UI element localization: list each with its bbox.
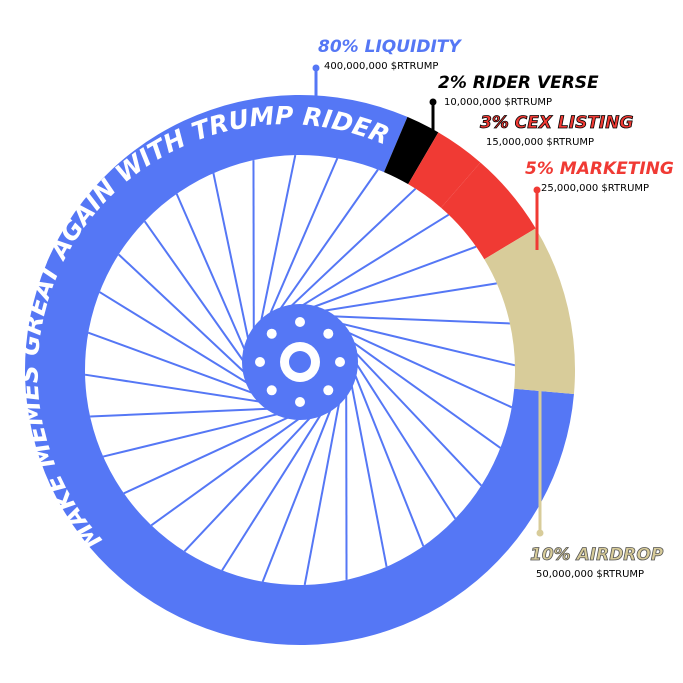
spoke [263,157,339,328]
callout-title: 10% AIRDROP [530,545,664,565]
spoke [102,410,291,458]
callout-title: 3% CEX LISTING [480,113,633,133]
spoke [183,407,320,553]
tire-slogan: MAKE MEMES GREAT AGAIN WITH TRUMP RIDER … [0,0,393,555]
spoke [303,389,343,586]
spoke [348,351,457,520]
callout-percent: 3% [480,113,509,133]
spoke [348,371,388,567]
leader-dot [536,529,544,537]
callout-amount: 15,000,000 $RTRUMP [486,137,594,148]
hub-hole [335,357,345,367]
callout-amount: 400,000,000 $RTRUMP [324,61,438,72]
callout-name: AIRDROP [575,545,664,565]
spoke [221,403,329,571]
tire-segment [441,162,536,260]
spoke [123,411,301,495]
callout-percent: 2% [438,73,467,93]
spoke [150,410,311,527]
spoke [143,220,252,373]
spoke [257,154,297,335]
spoke [299,245,477,313]
spoke [117,253,255,382]
leader-dot [312,64,320,72]
spoke [87,331,265,399]
callout-name: RIDER VERSE [473,73,599,93]
spoke [212,173,252,353]
hub-hole [295,317,305,327]
callout-amount: 10,000,000 $RTRUMP [444,97,552,108]
tire-segment [484,228,575,394]
spoke [345,342,483,487]
hub-hole [266,385,277,396]
spokes [84,154,516,586]
callout-name: MARKETING [560,159,674,179]
callout-percent: 80% [318,37,359,57]
callout-amount: 25,000,000 $RTRUMP [541,183,649,194]
callout-name: CEX LISTING [515,113,634,133]
callout-percent: 5% [525,159,554,179]
tire [25,94,575,645]
callout-title: 2% RIDER VERSE [438,73,599,93]
spoke [334,325,513,409]
hub-hole [323,385,334,396]
leader-dot [533,186,541,194]
hub-axle [289,351,311,373]
spoke [175,193,251,363]
spoke [289,213,450,314]
spoke [280,187,417,317]
tire-slogan-path: MAKE MEMES GREAT AGAIN WITH TRUMP RIDER … [0,0,393,555]
hub-hole [323,328,334,339]
callout-title: 5% MARKETING [525,159,674,179]
spoke [261,396,337,583]
hub [242,304,358,420]
hub-hole [295,397,305,407]
callout-percent: 10% [530,545,571,565]
spoke [90,407,281,418]
callout-title: 80% LIQUIDITY [318,37,462,57]
hub-hole [266,328,277,339]
spoke [271,169,379,322]
spoke [349,361,425,547]
spoke [327,319,516,367]
tire-segment [384,116,439,185]
hub-hole [255,357,265,367]
tire-segment [408,132,481,208]
leader-dot [429,98,437,106]
spoke [319,314,510,325]
callout-amount: 50,000,000 $RTRUMP [536,569,644,580]
spoke [99,291,259,391]
spoke [309,282,497,314]
spoke [340,333,501,449]
callout-name: LIQUIDITY [365,37,463,57]
spoke [84,373,273,405]
